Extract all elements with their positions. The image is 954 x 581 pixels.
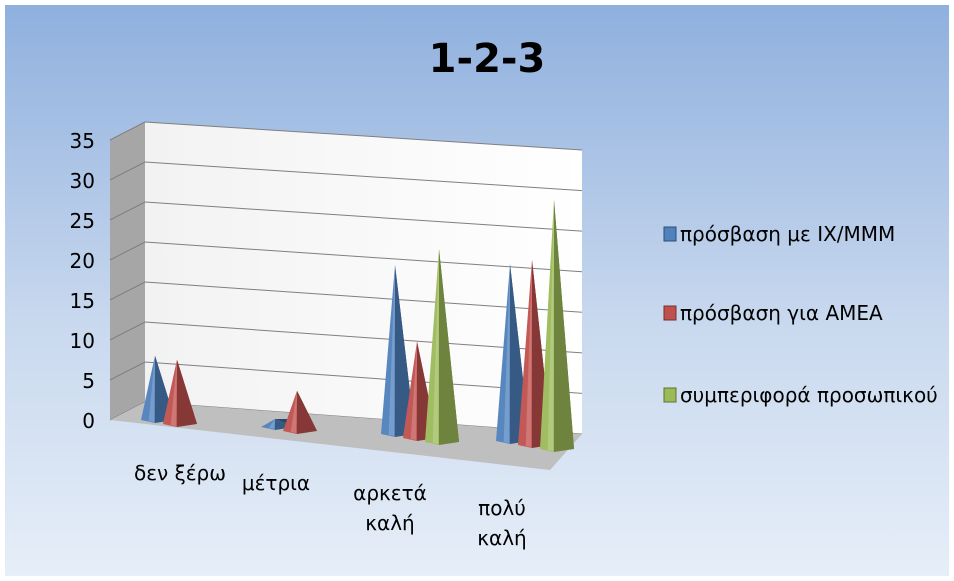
legend-label: πρόσβαση με ΙΧ/ΜΜΜ [680,222,895,246]
y-tick-label: 10 [70,329,95,353]
y-tick-label: 0 [82,409,95,433]
x-tick-label: μέτρια [242,471,310,495]
bar-2-2 [425,248,459,445]
bar-2-3 [540,199,574,452]
grid-line-side [109,201,146,221]
grid-line-side [109,241,146,261]
bar-1-1 [283,390,317,434]
y-tick-label: 5 [82,369,95,393]
legend-label: συμπεριφορά προσωπικού [680,383,938,407]
grid-line-side [109,361,146,381]
grid-line [144,201,583,232]
grid-line-side [109,161,146,181]
grid-line-side [109,121,146,141]
plot-floor [110,402,582,470]
legend-swatch [663,387,677,403]
bars [141,199,574,452]
chart-title: 1-2-3 [429,36,546,82]
y-tick-label: 20 [70,249,95,273]
plot-walls [110,122,582,434]
legend-label: πρόσβαση για ΑΜΕΑ [680,301,883,325]
side-wall [110,122,145,420]
y-axis-ticks: 0 5 10 15 20 25 30 35 [70,129,95,433]
x-axis-labels: δεν ξέρω μέτρια αρκετά καλή πολύ καλή [134,461,527,550]
x-tick-label: πολύ καλή [477,496,526,550]
y-tick-label: 15 [70,289,95,313]
x-tick-label: αρκετά καλή [353,481,427,535]
legend-swatch [663,226,677,242]
grid-line [144,241,583,273]
legend-swatch [663,305,677,321]
legend: πρόσβαση με ΙΧ/ΜΜΜ πρόσβαση για ΑΜΕΑ συμπε… [663,222,938,407]
x-tick-label: δεν ξέρω [134,461,226,485]
y-tick-label: 30 [70,169,95,193]
y-tick-label: 25 [70,209,95,233]
grid-line [144,161,583,192]
back-wall [145,122,582,434]
y-tick-label: 35 [70,129,95,153]
bar-1-0 [163,359,197,427]
grid-line-side [109,281,146,301]
grid-line [144,121,583,151]
grid-line-side [109,321,146,341]
